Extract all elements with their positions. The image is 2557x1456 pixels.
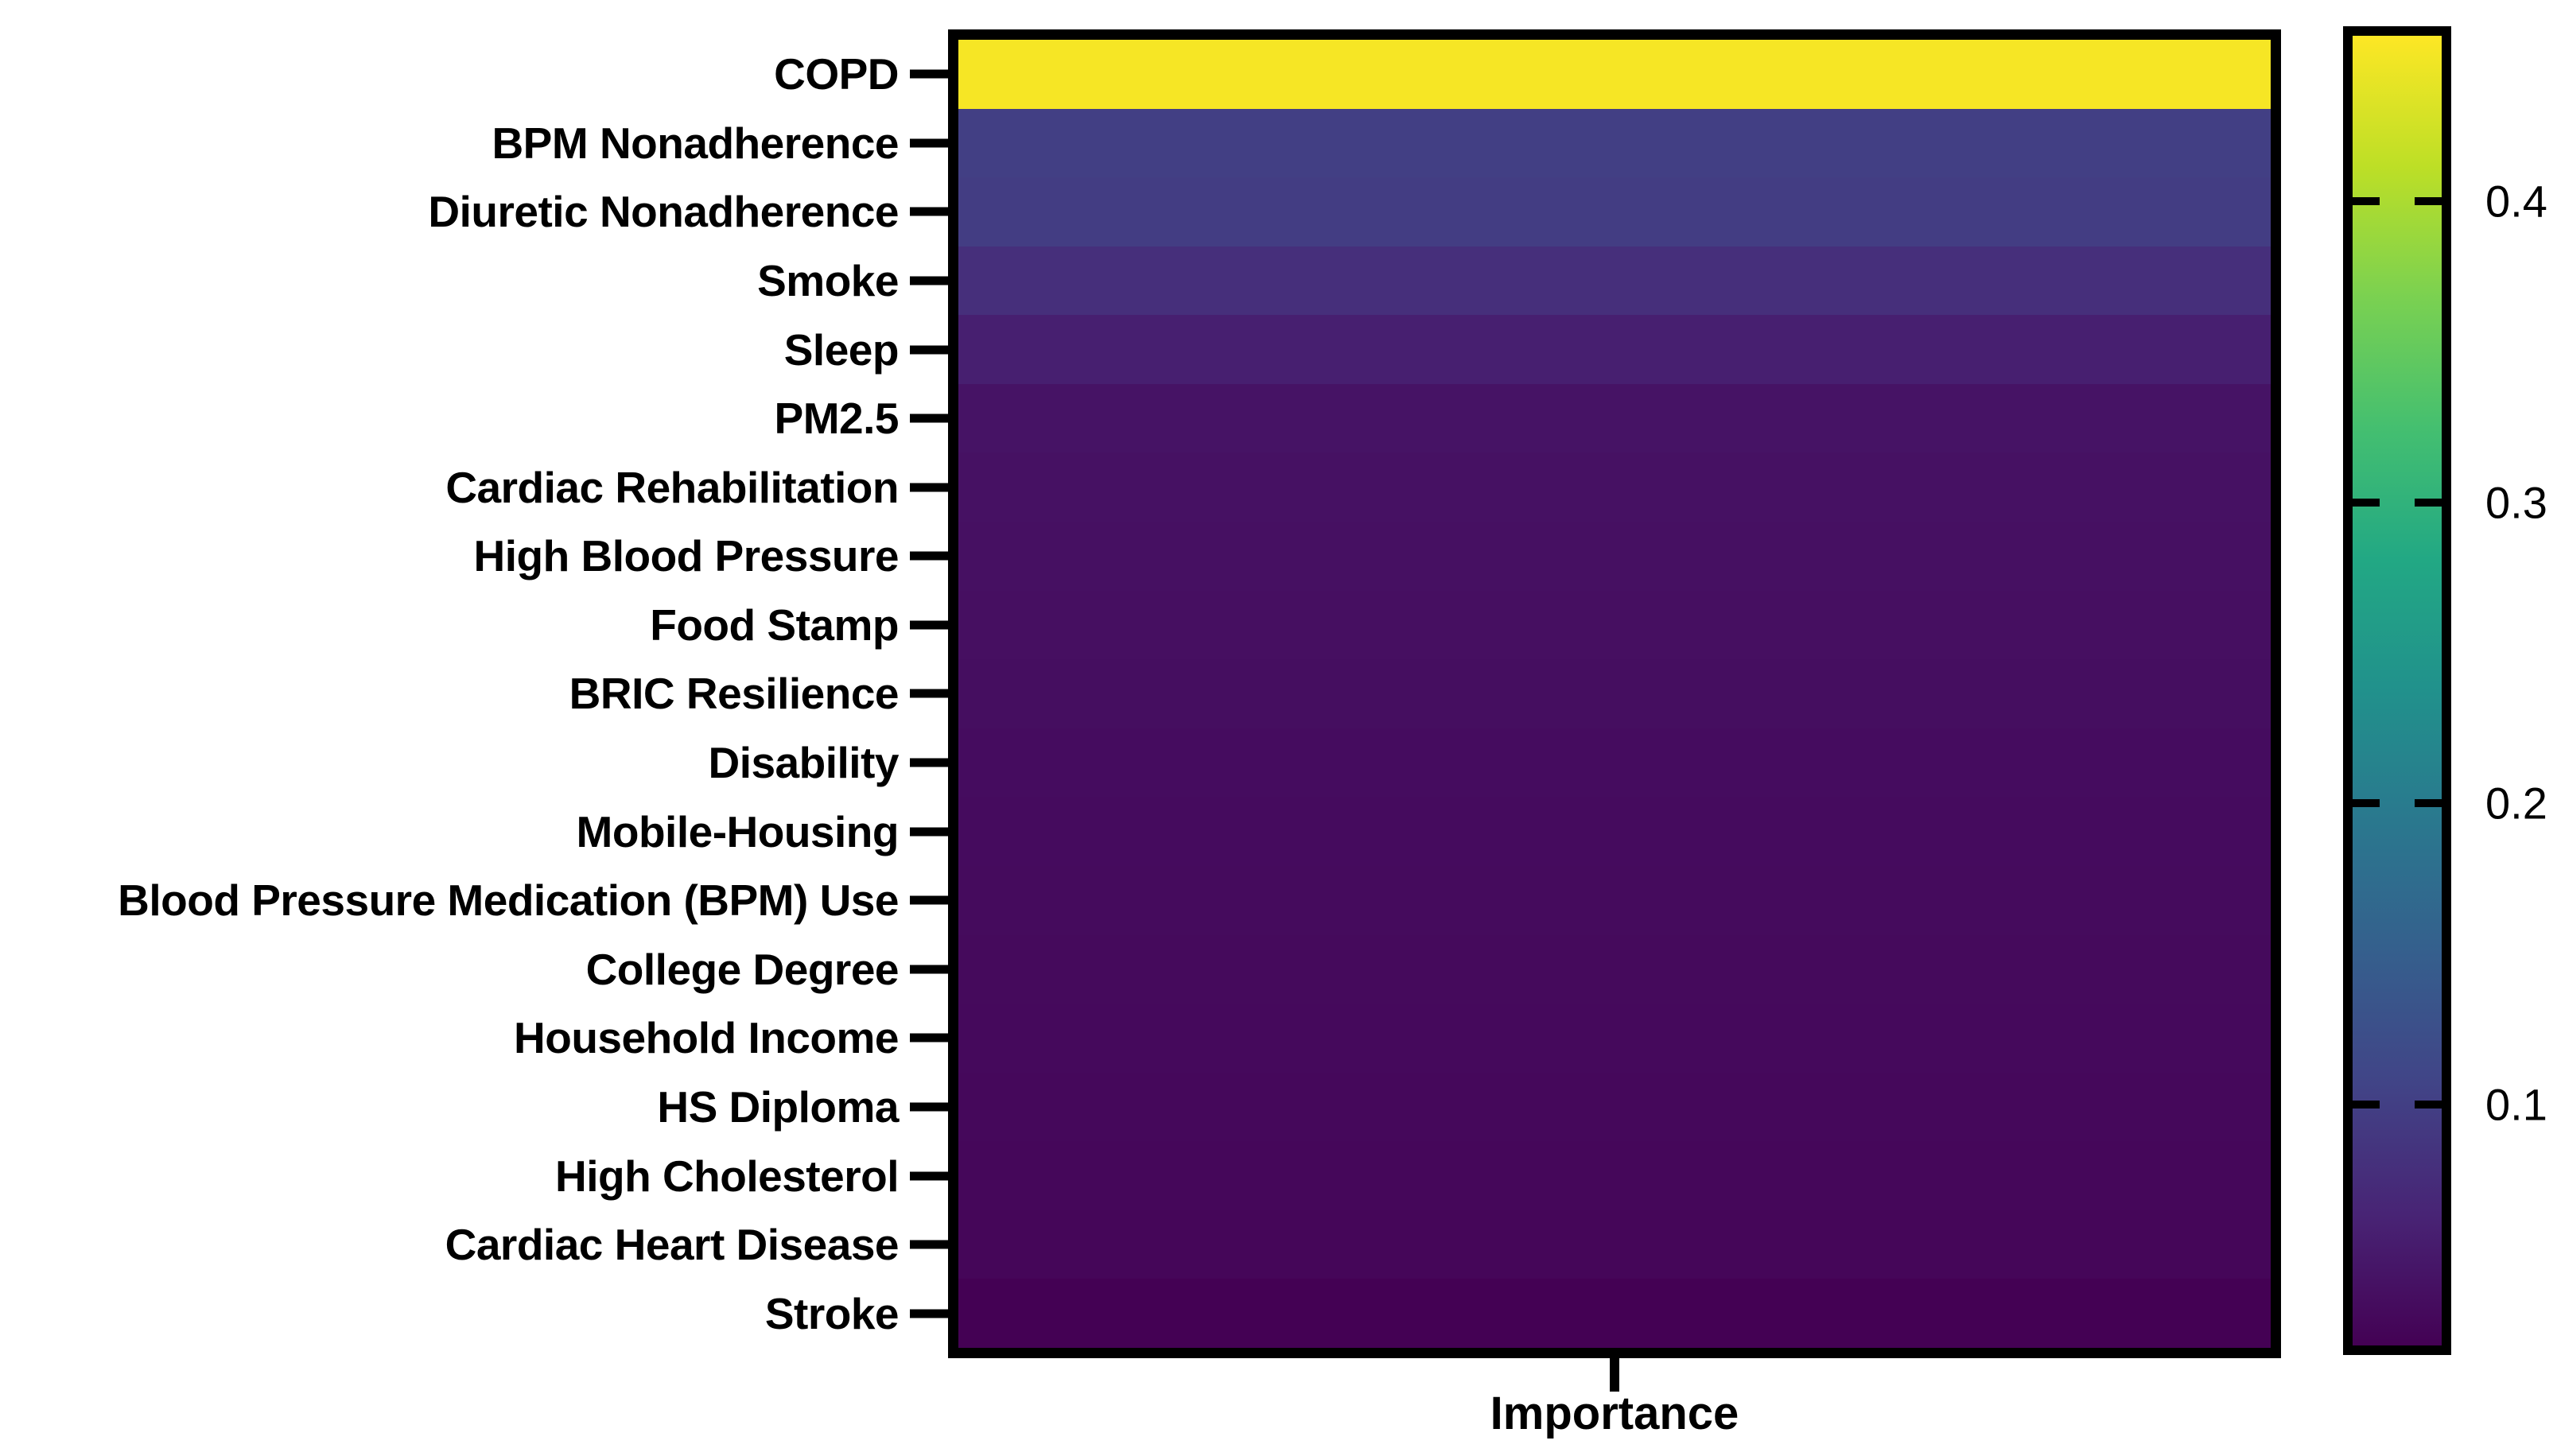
heatmap-row: Sleep [784,315,2271,384]
heatmap-cell [958,452,2271,522]
heatmap-row: High Blood Pressure [474,522,2271,591]
heatmap-row: Cardiac Heart Disease [445,1209,2271,1279]
heatmap-row: High Cholesterol [555,1141,2271,1210]
y-axis-tick-mark [910,1171,948,1181]
heatmap-row: Blood Pressure Medication (BPM) Use [118,865,2271,935]
y-axis-label: High Blood Pressure [473,531,900,581]
y-axis-tick-mark [910,827,948,837]
colorbar: 0.4 0.3 0.2 0.1 [2343,26,2547,1355]
colorbar-tick-mark [2353,197,2380,206]
y-axis-label: College Degree [585,944,900,994]
heatmap-cell [958,108,2271,178]
y-axis-tick-mark [910,1309,948,1318]
y-axis-tick-mark [910,483,948,492]
heatmap-row: Diuretic Nonadherence [428,177,2271,247]
heatmap-cell [958,1209,2271,1279]
y-axis-tick-mark [910,414,948,423]
colorbar-gradient [2353,36,2442,1345]
heatmap-row: Food Stamp [650,590,2271,660]
heatmap-cell [958,1141,2271,1210]
y-axis-tick-mark [910,1240,948,1249]
y-axis-label: Sleep [783,324,900,375]
y-axis-tick-mark [910,620,948,630]
heatmap-cell [958,40,2271,109]
y-axis-label: PM2.5 [774,394,900,444]
y-axis-label: Cardiac Rehabilitation [445,462,899,512]
heatmap-cell [958,246,2271,316]
heatmap-plot: COPD BPM Nonadherence Diuretic Nonadherenc… [118,29,2281,1358]
colorbar-tick-mark [2415,1101,2442,1109]
y-axis-label: Food Stamp [650,600,899,650]
y-axis-label: Diuretic Nonadherence [428,187,899,237]
heatmap-row: Smoke [757,246,2271,316]
y-axis-tick-mark [910,689,948,698]
y-axis-tick-mark [910,69,948,79]
heatmap-row: College Degree [586,934,2271,1004]
colorbar-tick-mark [2353,799,2380,808]
y-axis-label: Cardiac Heart Disease [445,1220,900,1270]
heatmap-cell [958,659,2271,728]
y-axis-tick-mark [910,276,948,285]
heatmap-cell [958,1279,2271,1348]
y-axis-tick-mark [910,965,948,974]
y-axis-label: Mobile-Housing [576,806,900,856]
heatmap-row: COPD [774,40,2271,109]
heatmap-cell [958,1072,2271,1142]
heatmap-cell [958,383,2271,453]
heatmap-row: Disability [708,728,2271,798]
x-axis-title: Importance [1490,1388,1739,1439]
heatmap-cell [958,797,2271,866]
y-axis-label: COPD [774,49,899,99]
colorbar-tick-label: 0.2 [2485,778,2547,829]
colorbar-tick-mark [2415,197,2442,206]
y-axis-label: Blood Pressure Medication (BPM) Use [118,876,899,926]
y-axis-label: BPM Nonadherence [492,118,899,168]
y-axis-label: Stroke [764,1288,900,1338]
heatmap-row: HS Diploma [657,1072,2271,1142]
colorbar-tick-mark [2353,1101,2380,1109]
colorbar-tick-label: 0.1 [2485,1079,2547,1130]
y-axis-tick-mark [910,551,948,561]
y-axis-label: HS Diploma [657,1081,899,1132]
heatmap-cell [958,1004,2271,1073]
heatmap-cell [958,865,2271,935]
y-axis-tick-mark [910,138,948,148]
y-axis-tick-mark [910,345,948,355]
y-axis-tick-mark [910,207,948,216]
y-axis-tick-mark [910,758,948,767]
x-axis-tick-mark [1610,1358,1619,1392]
colorbar-tick-label: 0.4 [2485,176,2547,227]
colorbar-tick-label: 0.3 [2485,477,2547,528]
heatmap-cell [958,728,2271,798]
heatmap-cell [958,934,2271,1004]
heatmap-rows-container: COPD BPM Nonadherence Diuretic Nonadherenc… [118,40,2271,1348]
y-axis-label: Household Income [514,1013,900,1063]
y-axis-tick-mark [910,895,948,905]
y-axis-tick-mark [910,1102,948,1112]
heatmap-row: Stroke [765,1279,2271,1348]
y-axis-label: High Cholesterol [554,1151,900,1201]
colorbar-tick-mark [2353,498,2380,507]
heatmap-cell [958,315,2271,384]
heatmap-cell [958,590,2271,660]
heatmap-row: PM2.5 [775,383,2271,453]
y-axis-tick-mark [910,1033,948,1042]
y-axis-label: Disability [708,738,899,788]
heatmap-row: Household Income [514,1004,2271,1073]
colorbar-tick-mark [2415,799,2442,808]
heatmap-cell [958,177,2271,247]
heatmap-row: BPM Nonadherence [492,108,2271,178]
y-axis-label: BRIC Resilience [569,669,900,719]
colorbar-tick-mark [2415,498,2442,507]
heatmap-row: Cardiac Rehabilitation [445,452,2271,522]
heatmap-row: Mobile-Housing [577,797,2271,866]
heatmap-cell [958,522,2271,591]
y-axis-label: Smoke [757,256,899,306]
heatmap-row: BRIC Resilience [569,659,2271,728]
